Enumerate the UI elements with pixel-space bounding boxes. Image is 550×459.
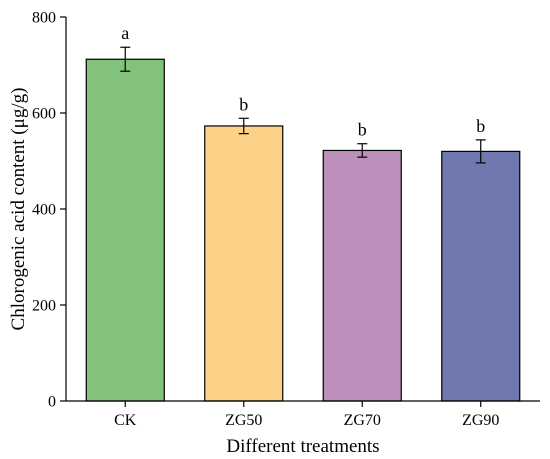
y-ticks: 0 200 400 600 800 xyxy=(32,10,66,411)
y-tick-label: 600 xyxy=(32,106,56,123)
y-tick-label: 800 xyxy=(32,10,56,27)
y-tick-label: 0 xyxy=(48,394,56,411)
significance-letter: b xyxy=(476,116,485,136)
y-tick-label: 200 xyxy=(32,298,56,315)
significance-letters: a b b b xyxy=(121,23,485,139)
x-tick-label: ZG70 xyxy=(344,412,381,429)
bar-zg70 xyxy=(322,149,402,402)
x-tick-label: ZG90 xyxy=(462,412,499,429)
error-bar-zg70 xyxy=(357,143,368,158)
error-bars xyxy=(120,46,486,164)
x-axis-title: Different treatments xyxy=(226,436,379,457)
error-bar-zg50 xyxy=(238,117,249,135)
y-axis-title: Chlorogenic acid content (μg/g) xyxy=(8,88,29,331)
bar-zg90 xyxy=(441,150,521,402)
error-bar-zg90 xyxy=(475,139,486,164)
y-tick-label: 400 xyxy=(32,202,56,219)
bar-zg50 xyxy=(204,125,284,402)
bar-ck xyxy=(85,58,165,402)
significance-letter: b xyxy=(239,94,248,114)
error-bar-ck xyxy=(120,46,131,72)
significance-letter: a xyxy=(121,23,129,43)
x-ticks: CK ZG50 ZG70 ZG90 xyxy=(114,401,499,429)
bars xyxy=(85,58,521,402)
x-tick-label: CK xyxy=(114,412,137,429)
significance-letter: b xyxy=(358,120,367,140)
x-tick-label: ZG50 xyxy=(225,412,262,429)
